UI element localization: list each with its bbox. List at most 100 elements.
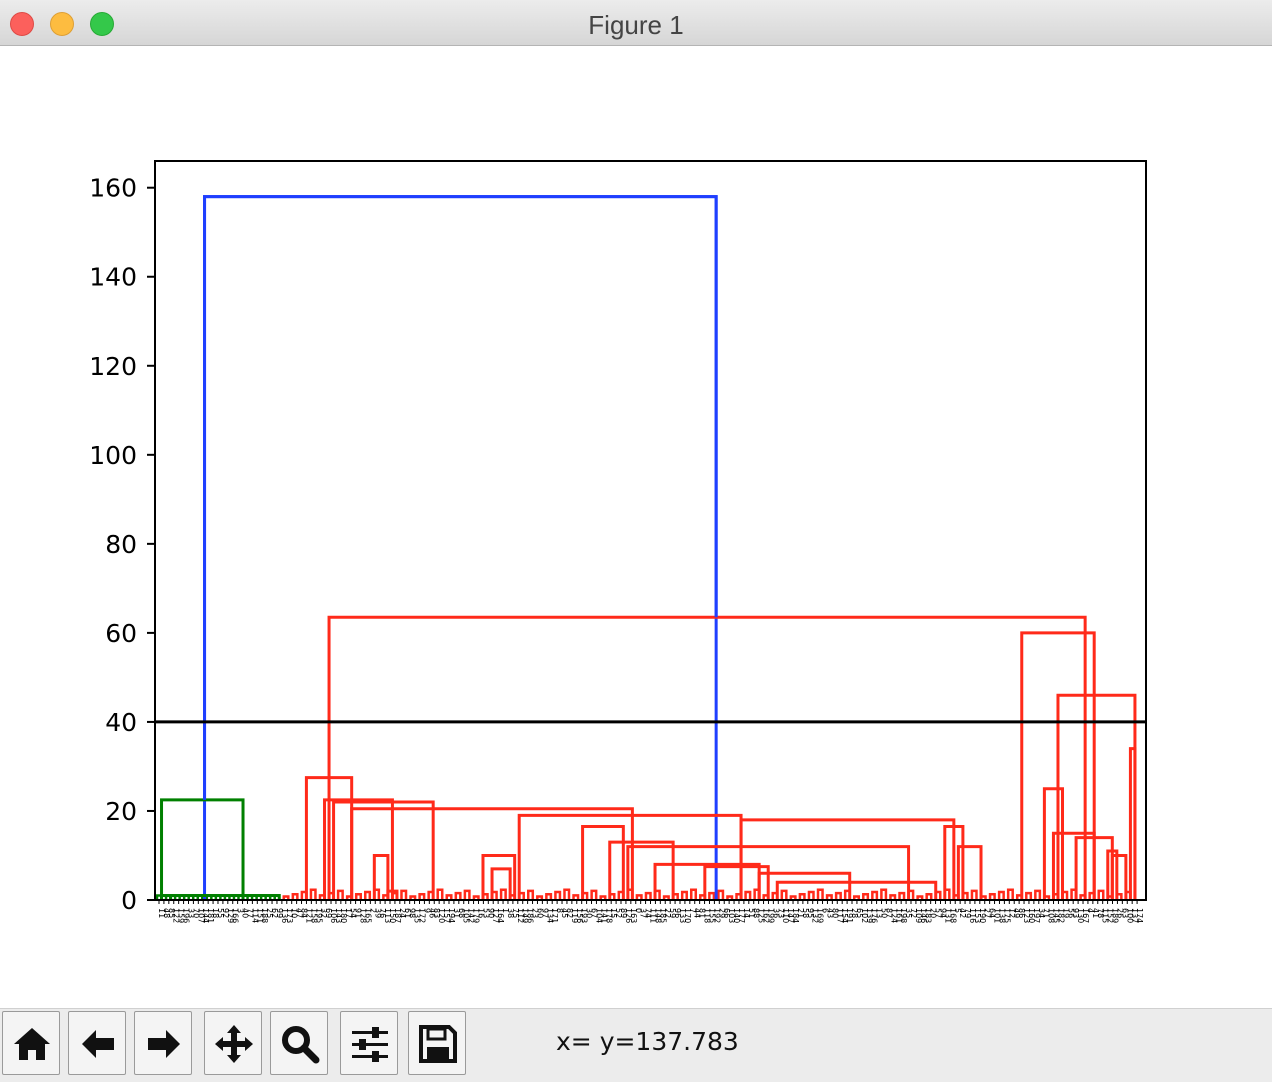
dendrogram-leaf-link xyxy=(454,891,462,900)
x-tick-label: 192 xyxy=(712,908,721,923)
close-window-button[interactable] xyxy=(10,12,34,36)
x-tick-label: 94 xyxy=(938,908,947,918)
dendrogram-leaf-link xyxy=(309,888,317,900)
dendrogram-link xyxy=(739,818,956,900)
dendrogram-leaf-link xyxy=(889,894,897,900)
x-tick-label: 14 xyxy=(742,908,751,918)
x-tick-label: 96 xyxy=(673,908,682,918)
y-tick-label: 120 xyxy=(89,352,137,381)
back-button[interactable] xyxy=(68,1011,126,1075)
x-tick-label: 128 xyxy=(359,908,368,923)
x-tick-label: 39 xyxy=(373,908,382,918)
dendrogram-leaf-link xyxy=(635,894,643,900)
x-tick-label: 137 xyxy=(1130,908,1139,923)
dendrogram-leaf-link xyxy=(282,895,290,900)
dendrogram-link xyxy=(775,880,938,900)
x-tick-label: 35 xyxy=(904,908,913,918)
x-tick-label: 5 xyxy=(953,908,962,913)
magnifier-icon xyxy=(282,1026,320,1064)
x-tick-label: 43 xyxy=(825,908,834,918)
x-tick-label: 108 xyxy=(1047,908,1056,923)
x-tick-label: 61 xyxy=(403,908,412,918)
x-tick-label: 38 xyxy=(506,908,515,918)
x-tick-label: 100 xyxy=(1125,908,1134,923)
x-tick-label: 65 xyxy=(855,908,864,918)
x-tick-label: 169 xyxy=(816,908,825,923)
dendrogram-leaf-link xyxy=(400,889,408,900)
dendrogram-leaf-link xyxy=(862,892,870,900)
x-tick-label: 107 xyxy=(196,908,205,923)
x-tick-label: 6 xyxy=(821,908,830,913)
x-tick-label: 16 xyxy=(476,908,485,918)
x-tick-label: 139 xyxy=(865,908,874,923)
x-tick-label: 118 xyxy=(703,908,712,923)
x-tick-label: 80 xyxy=(830,908,839,918)
x-tick-label: 21 xyxy=(796,908,805,918)
x-tick-label: 155 xyxy=(707,908,716,923)
x-tick-label: 95 xyxy=(806,908,815,918)
pan-button[interactable] xyxy=(204,1011,262,1075)
dendrogram-link xyxy=(703,865,770,900)
x-tick-label: 29 xyxy=(717,908,726,918)
x-tick-label: 11 xyxy=(157,908,166,918)
x-tick-label: 153 xyxy=(973,908,982,923)
x-tick-label: 0 xyxy=(634,908,643,913)
x-tick-label: 53 xyxy=(481,908,490,918)
x-tick-label: 50 xyxy=(880,908,889,918)
dendrogram-leaf-link xyxy=(1097,889,1105,900)
home-button[interactable] xyxy=(2,1011,60,1075)
x-tick-label: 103 xyxy=(727,908,736,923)
x-tick-label: 111 xyxy=(649,908,658,923)
x-tick-label: 41 xyxy=(1091,908,1100,918)
sliders-icon xyxy=(352,1027,388,1062)
x-tick-label: 187 xyxy=(393,908,402,923)
x-tick-label: 81 xyxy=(698,908,707,918)
dendrogram-leaf-link xyxy=(798,892,806,900)
x-tick-label: 66 xyxy=(722,908,731,918)
maximize-window-button[interactable] xyxy=(90,12,114,36)
x-tick-label: 138 xyxy=(997,908,1006,923)
x-tick-label: 64 xyxy=(988,908,997,918)
zoom-button[interactable] xyxy=(270,1011,328,1075)
x-tick-label: 170 xyxy=(683,908,692,923)
save-button[interactable] xyxy=(408,1011,466,1075)
x-tick-label: 130 xyxy=(1076,908,1085,923)
x-tick-label: 183 xyxy=(924,908,933,923)
x-tick-label: 49 xyxy=(1012,908,1021,918)
x-tick-label: 124 xyxy=(889,908,898,923)
dendrogram-link xyxy=(323,798,394,900)
x-tick-label: 147 xyxy=(786,908,795,923)
x-tick-label: 161 xyxy=(894,908,903,923)
x-tick-label: 160 xyxy=(1027,908,1036,923)
dendrogram-leaf-link xyxy=(708,891,716,900)
x-tick-label: 72 xyxy=(909,908,918,918)
x-tick-label: 190 xyxy=(978,908,987,923)
x-tick-label: 132 xyxy=(811,908,820,923)
dendrogram-leaf-link xyxy=(834,891,842,900)
x-tick-label: 4 xyxy=(1086,908,1095,913)
x-tick-label: 175 xyxy=(1002,908,1011,923)
x-tick-label: 32 xyxy=(319,908,328,918)
dendrogram-leaf-link xyxy=(807,890,815,900)
x-tick-label: 28 xyxy=(850,908,859,918)
dendrogram-leaf-link xyxy=(789,895,797,900)
x-tick-label: 56 xyxy=(1066,908,1075,918)
dendrogram-link xyxy=(517,813,743,900)
x-tick-label: 191 xyxy=(845,908,854,923)
x-tick-label: 69 xyxy=(324,908,333,918)
x-tick-label: 167 xyxy=(1081,908,1090,923)
minimize-window-button[interactable] xyxy=(50,12,74,36)
forward-button[interactable] xyxy=(134,1011,192,1075)
figure-canvas[interactable]: 0 20 40 60 80 100 120 140 160 11 48 85 122 159 196 33 70… xyxy=(0,46,1272,1008)
x-tick-label: 110 xyxy=(781,908,790,923)
x-tick-label: 54 xyxy=(349,908,358,918)
dendrogram-leaf-link xyxy=(409,895,417,900)
dendrogram-link xyxy=(160,798,245,900)
dendrogram-leaf-link xyxy=(689,888,698,900)
x-tick-label: 165 xyxy=(363,908,372,923)
configure-subplots-button[interactable] xyxy=(340,1011,398,1075)
x-tick-label: 199 xyxy=(766,908,775,923)
y-tick-label: 20 xyxy=(105,797,137,826)
y-tick-label: 80 xyxy=(105,530,137,559)
x-tick-label: 116 xyxy=(968,908,977,923)
